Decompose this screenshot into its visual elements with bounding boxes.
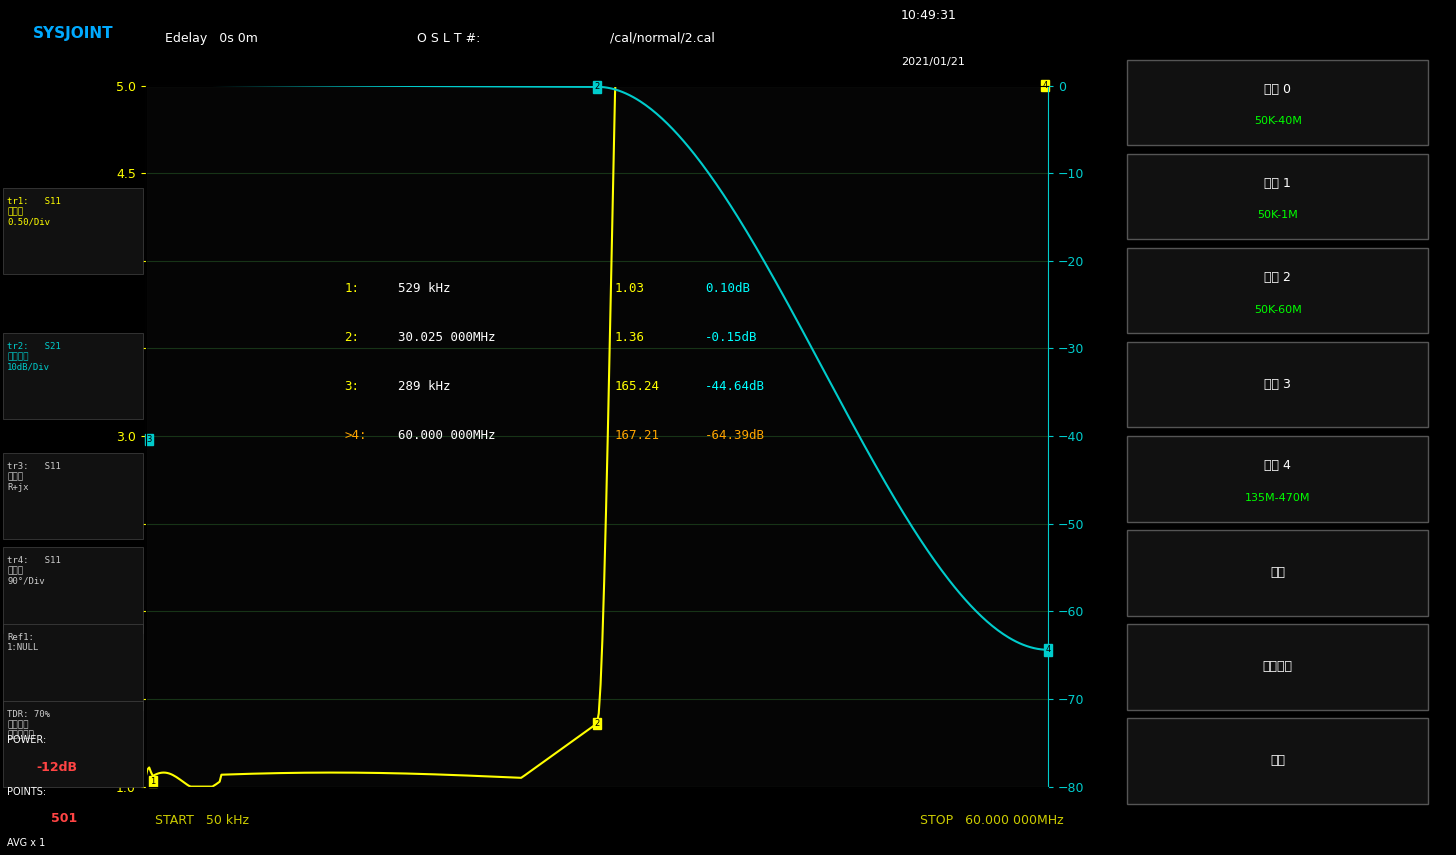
Text: tr1:   S11
驻波比
0.50/Div: tr1: S11 驻波比 0.50/Div <box>7 197 61 227</box>
Text: 保存 4: 保存 4 <box>1264 459 1291 473</box>
Text: 1:: 1: <box>344 282 360 295</box>
FancyBboxPatch shape <box>3 333 143 419</box>
Text: 50K-1M: 50K-1M <box>1258 210 1297 221</box>
Text: STOP   60.000 000MHz: STOP 60.000 000MHz <box>920 814 1064 828</box>
FancyBboxPatch shape <box>1127 718 1428 804</box>
FancyBboxPatch shape <box>1127 154 1428 239</box>
Text: 50K-40M: 50K-40M <box>1254 116 1302 127</box>
Text: 2: 2 <box>594 719 600 728</box>
Text: 165.24: 165.24 <box>614 380 660 393</box>
Text: START   50 kHz: START 50 kHz <box>156 814 249 828</box>
Text: 保存 0: 保存 0 <box>1264 83 1291 97</box>
Text: 1.36: 1.36 <box>614 331 645 344</box>
Text: Ref1:
1:NULL: Ref1: 1:NULL <box>7 633 39 652</box>
FancyBboxPatch shape <box>3 188 143 274</box>
Text: 保存 1: 保存 1 <box>1264 177 1291 191</box>
Text: tr3:   S11
史密斯
R+jx: tr3: S11 史密斯 R+jx <box>7 462 61 492</box>
FancyBboxPatch shape <box>3 547 143 633</box>
Text: -64.39dB: -64.39dB <box>705 429 766 442</box>
Text: /cal/normal/2.cal: /cal/normal/2.cal <box>610 32 715 45</box>
Text: SYSJOINT: SYSJOINT <box>32 26 114 41</box>
FancyBboxPatch shape <box>1127 60 1428 145</box>
Text: 30.025 000MHz: 30.025 000MHz <box>399 331 496 344</box>
Text: 4: 4 <box>1042 81 1048 90</box>
Text: -44.64dB: -44.64dB <box>705 380 766 393</box>
Text: 289 kHz: 289 kHz <box>399 380 451 393</box>
Text: tr4:   S11
相频图
90°/Div: tr4: S11 相频图 90°/Div <box>7 556 61 586</box>
Text: 167.21: 167.21 <box>614 429 660 442</box>
Text: 3: 3 <box>147 435 151 444</box>
Text: 2:: 2: <box>344 331 360 344</box>
Text: 60.000 000MHz: 60.000 000MHz <box>399 429 496 442</box>
Text: 2: 2 <box>594 82 600 91</box>
Text: 135M-470M: 135M-470M <box>1245 492 1310 503</box>
FancyBboxPatch shape <box>1127 624 1428 710</box>
FancyBboxPatch shape <box>3 701 143 787</box>
FancyBboxPatch shape <box>1127 248 1428 333</box>
Text: 更多: 更多 <box>1270 566 1286 580</box>
Text: TDR: 70%
带通滤波
窗口：正常: TDR: 70% 带通滤波 窗口：正常 <box>7 710 51 740</box>
FancyBboxPatch shape <box>1127 342 1428 428</box>
Text: 3:: 3: <box>344 380 360 393</box>
Text: 529 kHz: 529 kHz <box>399 282 451 295</box>
Text: AVG x 1: AVG x 1 <box>7 838 45 848</box>
Text: 1: 1 <box>150 777 156 786</box>
Text: tr2:   S21
对数幅度
10dB/Div: tr2: S21 对数幅度 10dB/Div <box>7 342 61 372</box>
Text: 文件保存: 文件保存 <box>1262 660 1293 674</box>
Text: -0.15dB: -0.15dB <box>705 331 757 344</box>
Text: 10:49:31: 10:49:31 <box>901 9 957 22</box>
Text: 4: 4 <box>1045 646 1051 654</box>
Text: POINTS:: POINTS: <box>7 787 47 797</box>
FancyBboxPatch shape <box>1127 530 1428 616</box>
Text: 501: 501 <box>51 812 77 825</box>
Text: 保存 2: 保存 2 <box>1264 271 1291 285</box>
FancyBboxPatch shape <box>3 453 143 539</box>
Text: 2021/01/21: 2021/01/21 <box>901 56 965 67</box>
Text: Edelay   0s 0m: Edelay 0s 0m <box>165 32 258 45</box>
Text: 50K-60M: 50K-60M <box>1254 304 1302 315</box>
Text: 保存 3: 保存 3 <box>1264 378 1291 392</box>
Text: 后退: 后退 <box>1270 754 1286 768</box>
Text: O S L T #:: O S L T #: <box>416 32 480 45</box>
FancyBboxPatch shape <box>1127 436 1428 522</box>
FancyBboxPatch shape <box>3 624 143 710</box>
Text: >4:: >4: <box>344 429 367 442</box>
Text: POWER:: POWER: <box>7 735 47 746</box>
Text: -12dB: -12dB <box>36 761 77 774</box>
Text: 0.10dB: 0.10dB <box>705 282 750 295</box>
Text: 1.03: 1.03 <box>614 282 645 295</box>
